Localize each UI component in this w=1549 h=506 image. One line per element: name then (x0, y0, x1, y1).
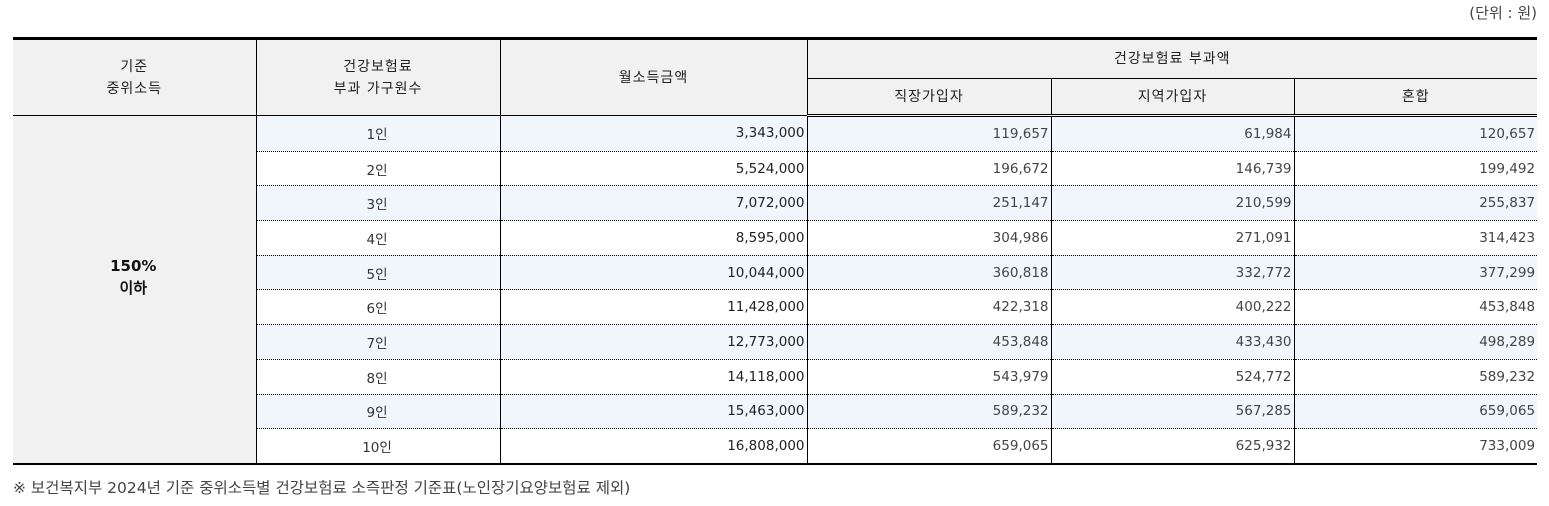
header-mixed: 혼합 (1293, 78, 1538, 117)
employee-cell: 360,818 (806, 255, 1052, 291)
employee-cell: 304,986 (806, 220, 1052, 256)
header-regional: 지역가입자 (1050, 78, 1295, 117)
household-cell: 7인 (255, 324, 501, 360)
table-row: 3인 7,072,000 251,147 210,599 255,837 (13, 185, 1538, 222)
income-cell: 11,428,000 (499, 289, 808, 326)
household-cell: 5인 (255, 255, 501, 291)
employee-cell: 119,657 (806, 115, 1052, 152)
table-row: 150% 이하 1인 3,343,000 119,657 61,984 120,… (13, 115, 1538, 465)
income-cell: 8,595,000 (499, 220, 808, 256)
unit-label: (단위 : 원) (1469, 4, 1537, 22)
table-row: 7인 12,773,000 453,848 433,430 498,289 (13, 324, 1538, 360)
table-row: 8인 14,118,000 543,979 524,772 589,232 (13, 359, 1538, 395)
household-cell: 3인 (255, 185, 501, 222)
mixed-cell: 255,837 (1293, 185, 1538, 222)
employee-cell: 453,848 (806, 324, 1052, 360)
table-row: 5인 10,044,000 360,818 332,772 377,299 (13, 255, 1538, 291)
health-insurance-table: 기준 중위소득 건강보험료 부과 가구원수 월소득금액 건강보험료 부과액 직장… (13, 37, 1538, 465)
table-row: 6인 11,428,000 422,318 400,222 453,848 (13, 289, 1538, 326)
table-row: 4인 8,595,000 304,986 271,091 314,423 (13, 220, 1538, 256)
employee-cell: 196,672 (806, 151, 1052, 187)
income-cell: 12,773,000 (499, 324, 808, 360)
header-household-size: 건강보험료 부과 가구원수 (255, 37, 501, 116)
household-cell: 2인 (255, 151, 501, 187)
table-row: 9인 15,463,000 589,232 567,285 659,065 (13, 394, 1538, 430)
header-median-income-line2: 중위소득 (106, 80, 163, 97)
employee-cell: 659,065 (806, 428, 1052, 465)
header-median-income-line1: 기준 (120, 58, 149, 75)
household-cell: 10인 (255, 428, 501, 465)
income-cell: 15,463,000 (499, 394, 808, 430)
regional-cell: 567,285 (1050, 394, 1295, 430)
household-cell: 8인 (255, 359, 501, 395)
group-label-percent: 150% (110, 257, 157, 276)
header-median-income: 기준 중위소득 (13, 37, 257, 116)
mixed-cell: 199,492 (1293, 151, 1538, 187)
mixed-cell: 377,299 (1293, 255, 1538, 291)
income-cell: 7,072,000 (499, 185, 808, 222)
household-cell: 1인 (255, 115, 501, 152)
income-cell: 16,808,000 (499, 428, 808, 465)
regional-cell: 625,932 (1050, 428, 1295, 465)
employee-cell: 589,232 (806, 394, 1052, 430)
household-cell: 4인 (255, 220, 501, 256)
footnote: ※ 보건복지부 2024년 기준 중위소득별 건강보험료 소즉판정 기준표(노인… (13, 479, 631, 497)
mixed-cell: 589,232 (1293, 359, 1538, 395)
regional-cell: 332,772 (1050, 255, 1295, 291)
mixed-cell: 498,289 (1293, 324, 1538, 360)
household-cell: 6인 (255, 289, 501, 326)
group-label-below: 이하 (119, 279, 148, 298)
mixed-cell: 314,423 (1293, 220, 1538, 256)
header-employee: 직장가입자 (807, 78, 1052, 117)
header-monthly-income: 월소득금액 (499, 37, 808, 116)
table-row: 2인 5,524,000 196,672 146,739 199,492 (13, 151, 1538, 187)
regional-cell: 271,091 (1050, 220, 1295, 256)
income-cell: 3,343,000 (499, 115, 808, 152)
income-cell: 10,044,000 (499, 255, 808, 291)
table-row: 10인 16,808,000 659,065 625,932 733,009 (13, 428, 1538, 465)
regional-cell: 210,599 (1050, 185, 1295, 222)
regional-cell: 146,739 (1050, 151, 1295, 187)
employee-cell: 422,318 (806, 289, 1052, 326)
mixed-cell: 659,065 (1293, 394, 1538, 430)
header-household-line1: 건강보험료 (343, 58, 413, 75)
header-household-line2: 부과 가구원수 (333, 80, 423, 97)
mixed-cell: 733,009 (1293, 428, 1538, 465)
income-cell: 14,118,000 (499, 359, 808, 395)
regional-cell: 61,984 (1050, 115, 1295, 152)
household-cell: 9인 (255, 394, 501, 430)
employee-cell: 543,979 (806, 359, 1052, 395)
header-premium-group: 건강보험료 부과액 (806, 37, 1538, 79)
employee-cell: 251,147 (806, 185, 1052, 222)
regional-cell: 524,772 (1050, 359, 1295, 395)
regional-cell: 400,222 (1050, 289, 1295, 326)
income-cell: 5,524,000 (499, 151, 808, 187)
regional-cell: 433,430 (1050, 324, 1295, 360)
mixed-cell: 453,848 (1293, 289, 1538, 326)
median-income-group: 150% 이하 (13, 115, 257, 465)
mixed-cell: 120,657 (1293, 115, 1538, 152)
